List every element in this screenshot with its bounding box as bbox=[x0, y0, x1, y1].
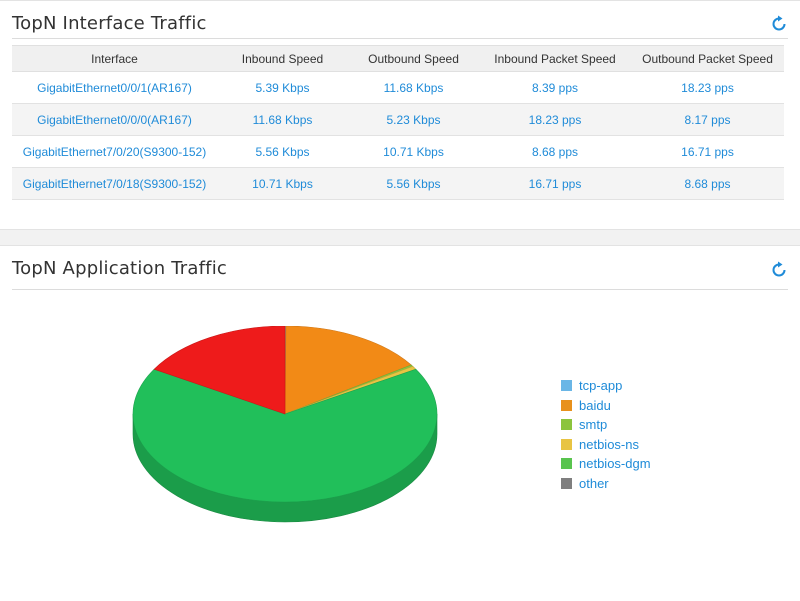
application-traffic-pie-chart bbox=[132, 326, 438, 523]
legend-item-netbios-dgm[interactable]: netbios-dgm bbox=[561, 454, 651, 474]
column-header-outbound-speed[interactable]: Outbound Speed bbox=[348, 45, 479, 72]
legend-swatch bbox=[561, 419, 572, 431]
inbound-speed: 10.71 Kbps bbox=[217, 167, 348, 200]
table-row[interactable]: GigabitEthernet7/0/20(S9300-152) 5.56 Kb… bbox=[12, 135, 784, 168]
legend-label: smtp bbox=[579, 417, 608, 433]
pie-slice-netbios-dgm[interactable] bbox=[132, 368, 438, 503]
legend-label: netbios-dgm bbox=[579, 456, 651, 472]
interface-name[interactable]: GigabitEthernet7/0/18(S9300-152) bbox=[12, 167, 217, 200]
outbound-speed: 11.68 Kbps bbox=[348, 71, 479, 104]
refresh-icon[interactable] bbox=[770, 261, 788, 279]
inbound-speed: 5.56 Kbps bbox=[217, 135, 348, 168]
pie-legend: tcp-app baidu smtp netbios-ns netbios-dgm oth… bbox=[561, 376, 651, 493]
title-divider bbox=[12, 38, 788, 39]
outbound-speed: 5.23 Kbps bbox=[348, 103, 479, 136]
column-header-outbound-packet-speed[interactable]: Outbound Packet Speed bbox=[631, 45, 784, 72]
application-panel-title: TopN Application Traffic bbox=[12, 258, 228, 279]
inbound-packet-speed: 16.71 pps bbox=[479, 167, 631, 200]
outbound-packet-speed: 16.71 pps bbox=[631, 135, 784, 168]
interface-traffic-table: Interface Inbound Speed Outbound Speed I… bbox=[12, 45, 784, 200]
refresh-icon[interactable] bbox=[770, 15, 788, 33]
pie-top-group bbox=[132, 326, 438, 503]
inbound-packet-speed: 18.23 pps bbox=[479, 103, 631, 136]
column-header-inbound-packet-speed[interactable]: Inbound Packet Speed bbox=[479, 45, 631, 72]
inbound-packet-speed: 8.39 pps bbox=[479, 71, 631, 104]
interface-name[interactable]: GigabitEthernet7/0/20(S9300-152) bbox=[12, 135, 217, 168]
legend-swatch bbox=[561, 477, 572, 489]
legend-item-other[interactable]: other bbox=[561, 474, 651, 494]
outbound-packet-speed: 8.17 pps bbox=[631, 103, 784, 136]
legend-label: netbios-ns bbox=[579, 436, 639, 452]
title-divider bbox=[12, 289, 788, 290]
legend-swatch bbox=[561, 438, 572, 450]
inbound-packet-speed: 8.68 pps bbox=[479, 135, 631, 168]
pie-slice-baidu[interactable] bbox=[284, 326, 412, 415]
table-row[interactable]: GigabitEthernet0/0/0(AR167) 11.68 Kbps 5… bbox=[12, 103, 784, 136]
outbound-packet-speed: 8.68 pps bbox=[631, 167, 784, 200]
legend-swatch bbox=[561, 399, 572, 411]
legend-label: baidu bbox=[579, 397, 611, 413]
column-header-interface[interactable]: Interface bbox=[12, 45, 217, 72]
application-traffic-panel: TopN Application Traffic tcp-app baidu smt… bbox=[0, 245, 800, 601]
interface-name[interactable]: GigabitEthernet0/0/1(AR167) bbox=[12, 71, 217, 104]
legend-swatch bbox=[561, 380, 572, 392]
table-row[interactable]: GigabitEthernet7/0/18(S9300-152) 10.71 K… bbox=[12, 167, 784, 200]
legend-item-baidu[interactable]: baidu bbox=[561, 396, 651, 416]
legend-label: tcp-app bbox=[579, 378, 623, 394]
legend-item-tcp-app[interactable]: tcp-app bbox=[561, 376, 651, 396]
legend-item-smtp[interactable]: smtp bbox=[561, 415, 651, 435]
table-row[interactable]: GigabitEthernet0/0/1(AR167) 5.39 Kbps 11… bbox=[12, 71, 784, 104]
interface-panel-title: TopN Interface Traffic bbox=[12, 13, 207, 34]
pie-slice-other[interactable] bbox=[153, 326, 286, 415]
table-header-row: Interface Inbound Speed Outbound Speed I… bbox=[12, 45, 784, 72]
inbound-speed: 11.68 Kbps bbox=[217, 103, 348, 136]
column-header-inbound-speed[interactable]: Inbound Speed bbox=[217, 45, 348, 72]
outbound-speed: 5.56 Kbps bbox=[348, 167, 479, 200]
legend-swatch bbox=[561, 458, 572, 470]
outbound-speed: 10.71 Kbps bbox=[348, 135, 479, 168]
inbound-speed: 5.39 Kbps bbox=[217, 71, 348, 104]
legend-item-netbios-ns[interactable]: netbios-ns bbox=[561, 435, 651, 455]
legend-label: other bbox=[579, 475, 609, 491]
interface-name[interactable]: GigabitEthernet0/0/0(AR167) bbox=[12, 103, 217, 136]
interface-traffic-panel: TopN Interface Traffic Interface Inbound… bbox=[0, 0, 800, 230]
outbound-packet-speed: 18.23 pps bbox=[631, 71, 784, 104]
